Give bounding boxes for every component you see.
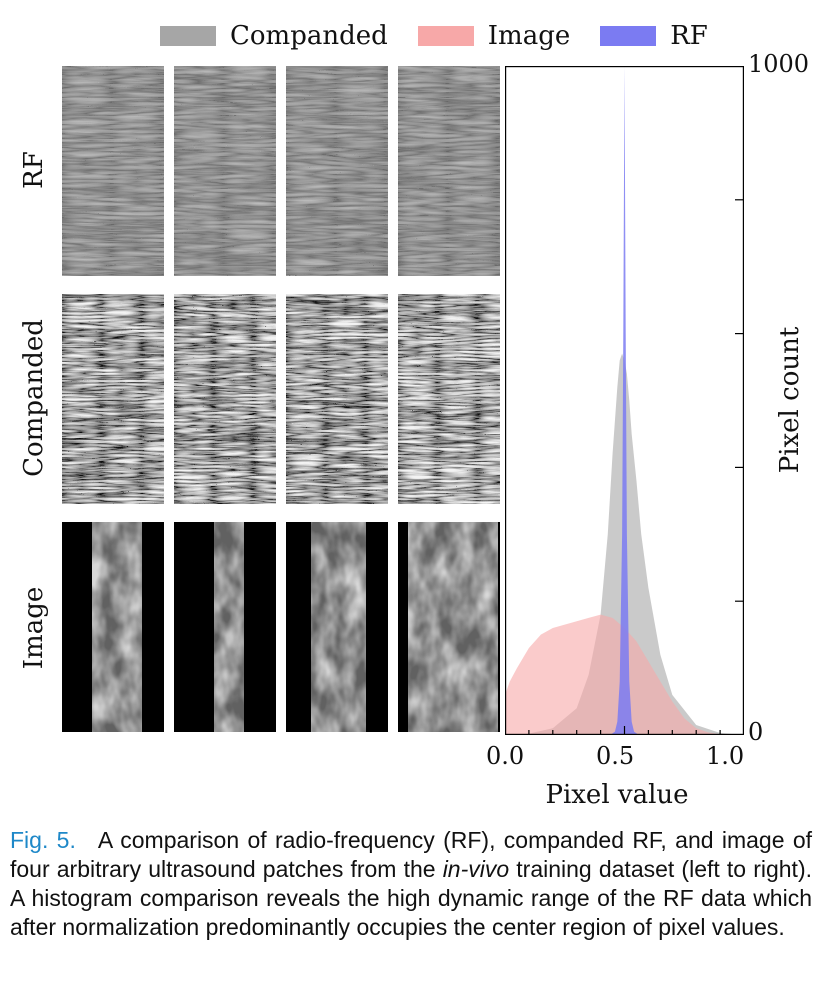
legend-label-companded: Companded — [230, 21, 388, 51]
histogram-plot — [505, 66, 744, 735]
x-axis-title: Pixel value — [545, 780, 689, 810]
rf-patch-3 — [286, 66, 388, 276]
companded-patch-3 — [286, 294, 388, 504]
companded-patch-2 — [174, 294, 276, 504]
figure-label: Fig. 5. — [10, 827, 76, 853]
y-tick-label-1000: 1000 — [748, 50, 810, 78]
x-tick-label-0: 0.0 — [486, 742, 525, 770]
figure-caption: Fig. 5. A comparison of radio-frequency (… — [10, 826, 812, 942]
chart-legend: Companded Image RF — [160, 18, 738, 54]
legend-item-image: Image — [417, 21, 571, 51]
image-patch-3 — [286, 522, 388, 732]
legend-swatch-image — [417, 26, 474, 46]
legend-label-image: Image — [487, 21, 571, 51]
companded-patch-4 — [398, 294, 500, 504]
row-label-companded: Companded — [19, 319, 49, 477]
y-tick-label-0: 0 — [748, 718, 764, 746]
series-rf-area — [505, 66, 744, 735]
row-label-image: Image — [19, 586, 49, 670]
companded-patch-1 — [62, 294, 164, 504]
caption-emphasis: in-vivo — [442, 856, 510, 882]
image-patch-1 — [62, 522, 164, 732]
legend-swatch-rf — [600, 26, 657, 46]
legend-label-rf: RF — [670, 21, 708, 51]
rf-patch-2 — [174, 66, 276, 276]
rf-patch-1 — [62, 66, 164, 276]
y-axis-title: Pixel count — [775, 326, 805, 474]
legend-swatch-companded — [160, 26, 216, 46]
x-tick-label-1: 1.0 — [706, 742, 745, 770]
image-patch-4 — [398, 522, 500, 732]
legend-item-rf: RF — [600, 21, 708, 51]
caption-text-before: A comparison of radio-frequency (RF), co… — [10, 827, 812, 882]
legend-item-companded: Companded — [160, 21, 388, 51]
row-label-rf: RF — [19, 151, 49, 189]
x-tick-label-0-5: 0.5 — [596, 742, 635, 770]
caption-text-after: training dataset (left to right). A hist… — [10, 856, 812, 940]
rf-patch-4 — [398, 66, 500, 276]
image-patch-2 — [174, 522, 276, 732]
